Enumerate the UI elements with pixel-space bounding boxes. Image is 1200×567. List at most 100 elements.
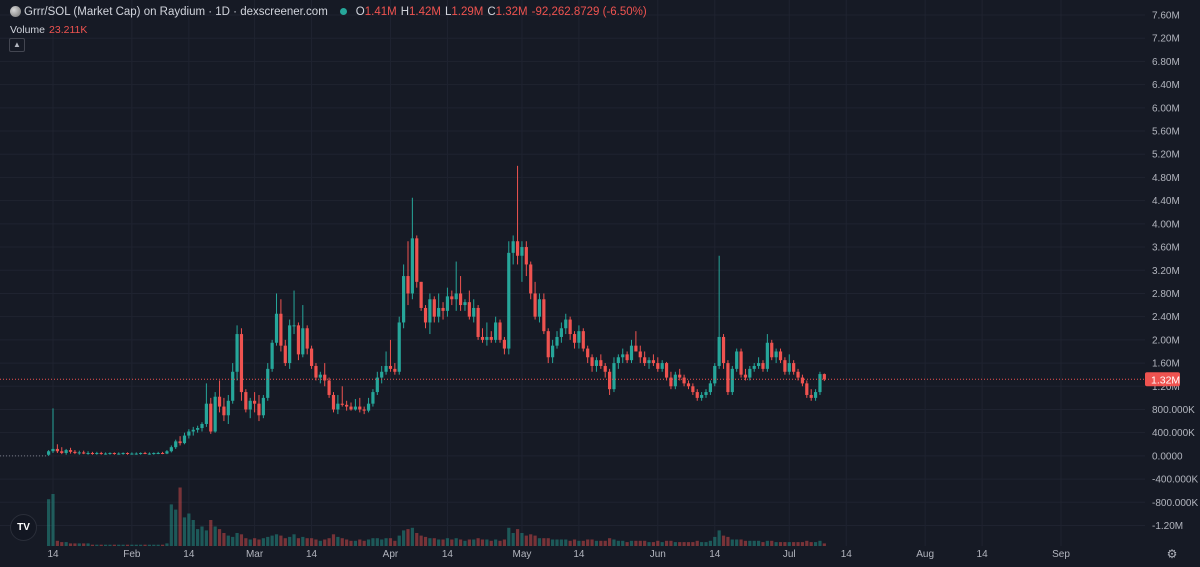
- open-label: O: [355, 6, 365, 18]
- candle-body: [638, 351, 642, 358]
- symbol-legend: Grrr/SOL (Market Cap) on Raydium · 1D · …: [10, 6, 651, 18]
- candle-body: [331, 394, 336, 410]
- time-tick-label: Apr: [383, 549, 399, 560]
- volume-bar: [664, 540, 669, 546]
- volume-bar: [331, 534, 336, 546]
- candle-body: [586, 348, 590, 358]
- candle-body: [502, 339, 507, 349]
- candle-body: [651, 360, 656, 364]
- price-tick-label: 2.40M: [1152, 312, 1180, 323]
- candle-body: [813, 392, 818, 398]
- volume-legend: Volume 23.211K: [10, 24, 87, 36]
- candle-body: [86, 452, 90, 454]
- candle-body: [511, 241, 515, 253]
- volume-bar: [651, 542, 656, 546]
- candle-body: [551, 345, 555, 358]
- volume-bar: [235, 533, 239, 546]
- volume-bar: [809, 542, 813, 546]
- volume-bar: [375, 538, 379, 546]
- volume-bar: [384, 538, 388, 546]
- candle-body: [625, 354, 629, 361]
- volume-bar: [244, 538, 248, 546]
- volume-bar: [345, 539, 349, 546]
- volume-bar: [362, 540, 366, 546]
- time-tick-label: 14: [442, 549, 454, 560]
- time-tick-label: 14: [183, 549, 195, 560]
- candle-body: [47, 451, 51, 455]
- volume-bar: [564, 539, 568, 546]
- candle-body: [353, 406, 357, 410]
- chevron-up-icon[interactable]: ▲: [9, 38, 25, 52]
- candle-body: [437, 307, 441, 317]
- volume-bar: [559, 539, 563, 546]
- candle-body: [822, 374, 826, 380]
- price-axis[interactable]: 7.60M 7.20M 6.80M 6.40M 6.00M 5.60M 5.20M 4.80M…: [1152, 11, 1198, 533]
- candle-body: [748, 368, 752, 378]
- volume-bar: [423, 536, 428, 546]
- volume-bar: [489, 540, 493, 546]
- volume-bar: [95, 544, 99, 546]
- volume-bar: [647, 542, 651, 546]
- candle-body: [384, 365, 388, 372]
- candle-body: [432, 299, 436, 317]
- candle-body: [533, 293, 537, 317]
- time-axis[interactable]: 14 Feb 14 Mar 14 Apr 14 May 14 Jun 14 Jul 14 Aug 14 Sep: [47, 549, 1070, 560]
- candle-body: [68, 450, 73, 452]
- volume-bar: [524, 535, 528, 546]
- candle-body: [419, 281, 423, 308]
- volume-bar: [55, 540, 59, 546]
- candle-body: [55, 448, 59, 452]
- volume-bar: [292, 534, 296, 546]
- candle-body: [673, 374, 677, 387]
- candle-body: [90, 452, 95, 454]
- time-tick-label: Jul: [783, 549, 796, 560]
- volume-bar: [717, 530, 721, 546]
- volume-bar: [419, 535, 423, 546]
- volume-bar: [402, 530, 406, 546]
- volume-bar: [765, 540, 769, 546]
- candle-body: [735, 351, 739, 369]
- volume-bar: [511, 533, 515, 546]
- volume-bar: [239, 534, 244, 546]
- volume-bar: [533, 535, 537, 546]
- candle-body: [397, 322, 401, 372]
- candle-body: [301, 328, 305, 355]
- volume-bar: [222, 533, 226, 546]
- time-tick-label: 14: [47, 549, 59, 560]
- candle-body: [130, 453, 134, 455]
- volume-bar: [586, 539, 590, 546]
- volume-bar: [682, 542, 686, 546]
- candle-body: [204, 403, 208, 424]
- candle-body: [160, 452, 165, 454]
- candle-body: [603, 365, 607, 372]
- volume-bar: [108, 544, 112, 546]
- candle-body: [388, 365, 393, 369]
- candle-body: [739, 351, 743, 375]
- chart-title: Grrr/SOL (Market Cap) on Raydium · 1D · …: [24, 6, 328, 18]
- candle-body: [568, 319, 572, 335]
- candle-body: [599, 360, 603, 366]
- candle-body: [686, 383, 691, 387]
- volume-bar: [353, 540, 357, 546]
- volume-bar: [529, 534, 533, 546]
- volume-bar: [160, 544, 165, 546]
- tradingview-logo-icon[interactable]: TV: [10, 514, 37, 541]
- volume-bar: [748, 540, 752, 546]
- volume-bar: [730, 539, 734, 546]
- volume-bar: [231, 536, 235, 546]
- price-tick-label: 3.60M: [1152, 243, 1180, 254]
- price-tick-label: 6.80M: [1152, 57, 1180, 68]
- volume-bar: [60, 542, 64, 546]
- volume-bar: [380, 539, 384, 546]
- candle-body: [371, 392, 375, 404]
- volume-bar: [397, 535, 401, 546]
- volume-bar: [165, 543, 169, 546]
- gear-icon[interactable]: ⚙: [1166, 547, 1178, 561]
- candle-body: [485, 336, 489, 340]
- token-avatar-icon: [10, 6, 21, 17]
- candle-body: [752, 365, 756, 369]
- volume-bar: [274, 534, 279, 546]
- candle-body: [441, 307, 445, 311]
- volume-bar: [590, 539, 594, 546]
